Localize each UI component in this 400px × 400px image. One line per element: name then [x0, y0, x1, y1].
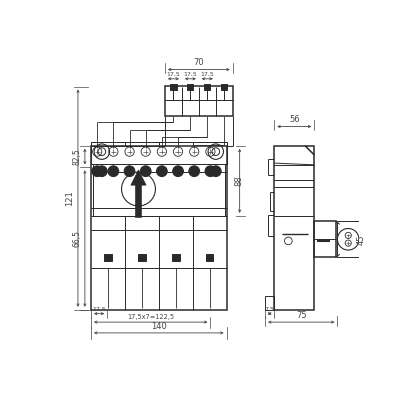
Text: 140: 140 — [151, 322, 167, 330]
Text: 17,5: 17,5 — [166, 72, 180, 77]
Bar — [170, 84, 176, 90]
Circle shape — [210, 166, 221, 176]
Bar — [92, 164, 225, 216]
Circle shape — [124, 166, 135, 176]
Text: 75: 75 — [296, 311, 306, 320]
Circle shape — [108, 166, 119, 176]
Text: 70: 70 — [194, 58, 204, 67]
Bar — [91, 142, 226, 164]
Bar — [172, 254, 180, 261]
Text: 17,5: 17,5 — [200, 72, 214, 77]
Bar — [187, 84, 194, 90]
Text: 66,5: 66,5 — [73, 230, 82, 247]
Polygon shape — [131, 170, 146, 218]
Circle shape — [205, 166, 216, 176]
Circle shape — [173, 166, 184, 176]
Text: 17,5: 17,5 — [92, 307, 106, 312]
Bar — [138, 254, 146, 261]
Text: 82,5: 82,5 — [73, 148, 82, 165]
Text: 7,5: 7,5 — [265, 307, 275, 312]
Text: 17,5x7=122,5: 17,5x7=122,5 — [127, 314, 174, 320]
Circle shape — [96, 166, 107, 176]
Bar — [314, 221, 336, 257]
Circle shape — [92, 166, 102, 176]
Bar — [165, 86, 233, 116]
Text: 121: 121 — [65, 190, 74, 206]
Circle shape — [156, 166, 167, 176]
Bar — [274, 146, 314, 310]
Bar — [338, 221, 360, 257]
Bar — [204, 84, 210, 90]
Bar — [104, 254, 112, 261]
Text: 45: 45 — [356, 234, 365, 244]
Bar — [265, 296, 274, 310]
Text: 56: 56 — [289, 115, 300, 124]
Text: 17,5: 17,5 — [184, 72, 197, 77]
Text: 88: 88 — [234, 176, 244, 186]
Bar — [206, 254, 214, 261]
Bar — [221, 84, 227, 90]
Bar — [91, 146, 226, 310]
Circle shape — [189, 166, 200, 176]
Circle shape — [140, 166, 151, 176]
